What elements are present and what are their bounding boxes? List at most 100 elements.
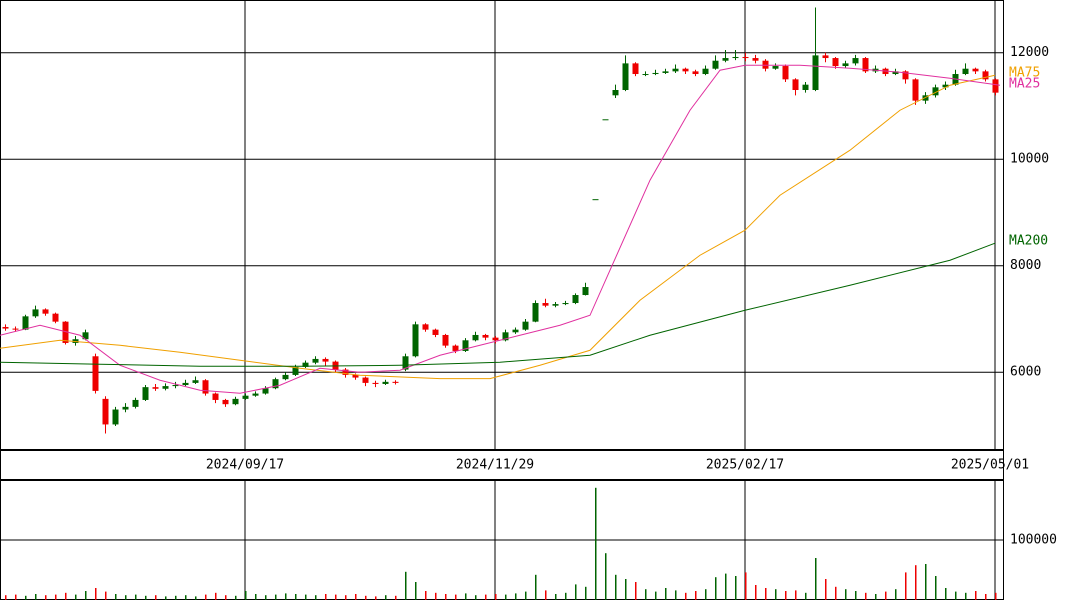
- volume-bar: [385, 595, 387, 600]
- volume-bar: [485, 594, 487, 600]
- volume-bar: [745, 572, 747, 600]
- candle-body: [2, 326, 9, 329]
- candle-body: [422, 324, 429, 330]
- volume-bar: [605, 553, 607, 600]
- candle-body: [432, 329, 439, 335]
- volume-bar: [565, 592, 567, 600]
- candle-body: [462, 340, 469, 351]
- volume-bar: [765, 588, 767, 600]
- volume-bar: [755, 585, 757, 600]
- candle-body: [992, 79, 999, 93]
- moving-average: [0, 242, 996, 367]
- candle-body: [742, 56, 749, 59]
- volume-bar: [115, 594, 117, 600]
- volume-bar: [495, 594, 497, 600]
- candle-body: [172, 385, 179, 387]
- candle-body: [122, 406, 129, 410]
- candle-body: [482, 334, 489, 338]
- candle-body: [822, 55, 829, 59]
- candle-body: [252, 393, 259, 396]
- volume-bar: [895, 589, 897, 600]
- candle-body: [52, 313, 59, 322]
- volume-bar: [665, 588, 667, 600]
- candle-body: [282, 374, 289, 380]
- candle-body: [542, 303, 549, 306]
- candle-body: [942, 84, 949, 88]
- volume-bar: [575, 584, 577, 600]
- candle-body: [62, 321, 69, 343]
- volume-bar: [525, 591, 527, 600]
- volume-bar: [685, 592, 687, 600]
- volume-bar: [145, 595, 147, 600]
- candle-body: [362, 377, 369, 383]
- volume-bar: [295, 594, 297, 600]
- volume-bar: [245, 591, 247, 600]
- candle-body: [232, 398, 239, 405]
- candle-body: [792, 79, 799, 90]
- volume-bar: [405, 571, 407, 600]
- volume-bar: [705, 589, 707, 600]
- volume-bar: [35, 594, 37, 600]
- volume-bar: [55, 594, 57, 600]
- volume-bar: [885, 591, 887, 600]
- volume-bar: [65, 592, 67, 600]
- volume-bar: [555, 594, 557, 600]
- x-tick-label: 2024/11/29: [456, 458, 534, 473]
- volume-bar: [305, 594, 307, 600]
- volume-bar: [905, 572, 907, 600]
- volume-bar: [165, 596, 167, 600]
- price-panel: [0, 0, 1004, 450]
- volume-bar: [15, 594, 17, 600]
- candle-body: [932, 87, 939, 96]
- candle-body: [632, 63, 639, 75]
- candle-body: [902, 71, 909, 80]
- candle-body: [132, 399, 139, 407]
- volume-bar: [825, 579, 827, 600]
- candle-body: [152, 387, 159, 389]
- volume-bar: [375, 596, 377, 600]
- candle-body: [722, 58, 729, 61]
- volume-bar: [355, 594, 357, 600]
- x-tick-label: 2024/09/17: [206, 458, 284, 473]
- volume-bar: [945, 588, 947, 600]
- candle-body: [292, 366, 299, 375]
- candle-body: [732, 56, 739, 59]
- candle-body: [262, 388, 269, 394]
- candle-body: [802, 84, 809, 90]
- candle-body: [592, 199, 599, 201]
- volume-bar: [465, 593, 467, 600]
- y-tick-label: 100000: [1010, 533, 1057, 548]
- legend-label: MA25: [1009, 77, 1040, 92]
- candle-body: [442, 334, 449, 346]
- candle-body: [512, 329, 519, 333]
- volume-bar: [475, 595, 477, 600]
- volume-bar: [365, 595, 367, 600]
- volume-bar: [815, 558, 817, 600]
- moving-average: [0, 74, 996, 380]
- candle-body: [532, 303, 539, 322]
- candle-body: [832, 58, 839, 67]
- candle-body: [272, 379, 279, 389]
- volume-bar: [625, 579, 627, 600]
- volume-bar: [45, 595, 47, 600]
- volume-bar: [875, 594, 877, 600]
- volume-bar: [545, 590, 547, 600]
- volume-bar: [225, 595, 227, 600]
- candle-body: [212, 393, 219, 400]
- candle-body: [662, 71, 669, 73]
- candle-body: [862, 58, 869, 72]
- candle-body: [342, 369, 349, 375]
- volume-bar: [955, 591, 957, 600]
- volume-bar: [835, 586, 837, 600]
- candle-body: [402, 356, 409, 370]
- volume-bar: [75, 594, 77, 600]
- candle-body: [112, 409, 119, 425]
- volume-bar: [725, 573, 727, 600]
- candle-body: [772, 66, 779, 69]
- candle-body: [562, 303, 569, 305]
- candle-body: [412, 324, 419, 357]
- legend-label: MA200: [1009, 234, 1048, 249]
- candle-body: [352, 374, 359, 378]
- candle-body: [692, 71, 699, 75]
